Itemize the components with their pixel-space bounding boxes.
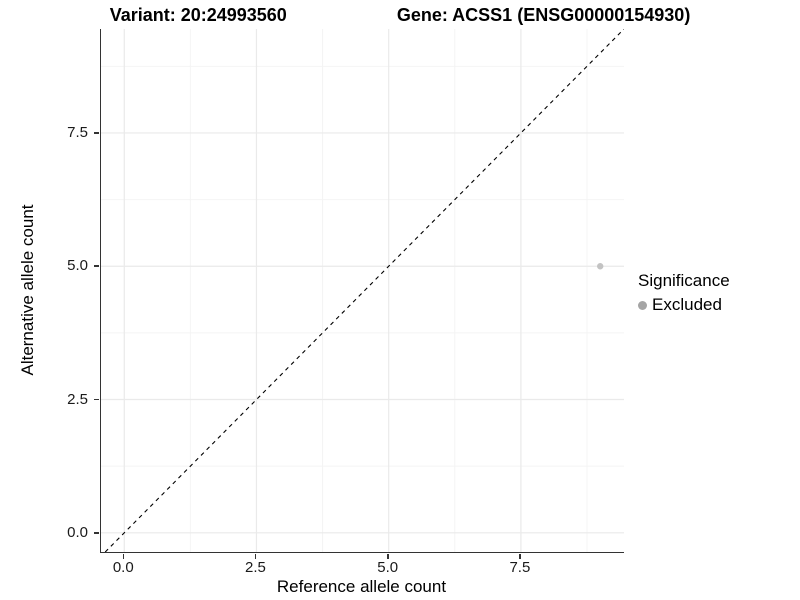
plot-title-variant: Variant: 20:24993560 [109, 5, 287, 25]
y-axis-tick-label: 7.5 [67, 123, 88, 141]
y-axis-tick [93, 532, 99, 534]
legend-title: Significance [638, 271, 730, 290]
y-axis-tick-label: 0.0 [67, 523, 88, 541]
x-axis-tick-label: 5.0 [377, 559, 399, 576]
y-axis-title: Alternative allele count [18, 204, 37, 376]
data-point [597, 263, 604, 270]
y-axis-tick-label: 2.5 [67, 390, 88, 408]
plot-panel [100, 29, 624, 553]
x-axis-tick [519, 553, 521, 559]
x-axis-tick [122, 553, 125, 559]
plot-title-gene: Gene: ACSS1 (ENSG00000154930) [396, 5, 691, 25]
x-axis-tick-label: 7.5 [509, 559, 531, 576]
x-axis-tick-label: 0.0 [112, 559, 134, 576]
legend: Significance Excluded [638, 271, 730, 315]
y-axis-tick [93, 132, 99, 134]
legend-item-label: Excluded [652, 295, 722, 314]
y-axis-tick [93, 398, 99, 401]
legend-key-dot-icon [638, 300, 647, 310]
y-axis-tick-label: 5.0 [67, 257, 88, 275]
x-axis-tick [254, 553, 257, 559]
y-axis-tick [93, 265, 99, 267]
plot-canvas [101, 29, 624, 552]
x-axis-tick [387, 553, 389, 559]
x-axis-tick-label: 2.5 [245, 559, 266, 576]
x-axis-title: Reference allele count [276, 577, 447, 596]
identity-reference-line [104, 29, 624, 552]
plot-title: Variant: 20:24993560 Gene: ACSS1 (ENSG00… [0, 4, 800, 26]
legend-item-excluded: Excluded [638, 295, 730, 315]
